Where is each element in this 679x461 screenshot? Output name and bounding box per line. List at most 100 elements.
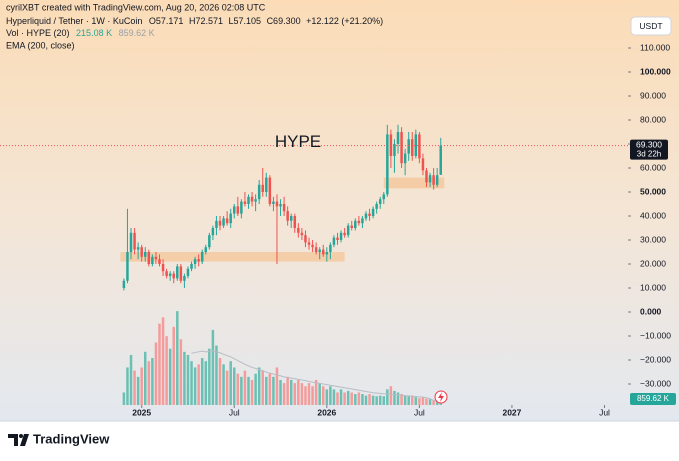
candle-body bbox=[322, 249, 325, 255]
y-tick-label: 50.000 bbox=[640, 186, 666, 196]
volume-bar bbox=[368, 394, 371, 405]
volume-bar bbox=[211, 329, 215, 405]
volume-bar bbox=[403, 395, 407, 405]
volume-bar bbox=[300, 383, 304, 405]
volume-bar bbox=[140, 367, 143, 405]
candle-body bbox=[179, 266, 183, 281]
change: +12.122 (+21.20%) bbox=[306, 16, 383, 26]
candle-body bbox=[183, 276, 186, 281]
candle-body bbox=[357, 220, 361, 224]
volume-bar bbox=[354, 394, 357, 405]
low: L57.105 bbox=[229, 16, 262, 26]
volume-bar bbox=[261, 370, 264, 405]
volume-bar bbox=[200, 358, 204, 405]
candle-body bbox=[161, 264, 165, 272]
y-tick-label: −30.000 bbox=[640, 378, 671, 388]
candle-body bbox=[136, 247, 140, 250]
y-tick-label: 80.000 bbox=[640, 114, 666, 124]
candle-body bbox=[414, 134, 418, 156]
volume-bar bbox=[407, 396, 410, 405]
volume-bar bbox=[222, 364, 225, 405]
volume-bar bbox=[421, 396, 425, 405]
volume-bar bbox=[343, 392, 346, 405]
volume-bar bbox=[350, 392, 353, 405]
volume-bar bbox=[322, 386, 325, 405]
candle-body bbox=[361, 218, 364, 224]
candle-body bbox=[400, 132, 403, 164]
volume-bar bbox=[428, 399, 432, 405]
volume-bar bbox=[275, 367, 279, 405]
candle-body bbox=[250, 196, 254, 202]
volume-ma-value: 215.08 K bbox=[76, 28, 112, 38]
candle-body bbox=[421, 158, 425, 171]
candle-body bbox=[297, 228, 300, 233]
volume-bar bbox=[154, 342, 158, 405]
volume-bar bbox=[250, 379, 254, 405]
volume-bar bbox=[147, 361, 151, 405]
volume-bar bbox=[293, 383, 297, 405]
y-tick-label: 110.000 bbox=[640, 42, 670, 52]
volume-bar bbox=[411, 395, 414, 405]
candle-body bbox=[286, 211, 289, 221]
volume-bar bbox=[297, 379, 300, 405]
volume-bar bbox=[435, 401, 439, 405]
open: O57.171 bbox=[149, 16, 184, 26]
candle-body bbox=[158, 259, 161, 264]
candle-body bbox=[368, 213, 371, 216]
volume-bar bbox=[382, 396, 386, 405]
volume-legend: Vol · HYPE (20) 215.08 K 859.62 K bbox=[6, 28, 155, 38]
candle-body bbox=[172, 273, 175, 279]
candle-body bbox=[325, 252, 329, 255]
candle-body bbox=[208, 235, 211, 248]
volume-bar bbox=[225, 370, 229, 405]
volume-bar bbox=[272, 376, 275, 405]
candle-body bbox=[193, 259, 197, 264]
volume-bar bbox=[122, 392, 126, 405]
volume-bar bbox=[179, 339, 183, 405]
candle-body bbox=[133, 232, 136, 250]
last-price-box bbox=[630, 139, 668, 160]
candle-body bbox=[378, 199, 382, 204]
logo-mark bbox=[8, 434, 29, 446]
volume-bar bbox=[240, 376, 243, 405]
y-tick-label: 90.000 bbox=[640, 90, 666, 100]
candle-body bbox=[218, 220, 222, 226]
volume-bar bbox=[144, 351, 147, 405]
candle-body bbox=[176, 266, 179, 279]
candle-body bbox=[268, 177, 272, 204]
volume-bar bbox=[172, 326, 175, 405]
chart-background bbox=[0, 0, 679, 421]
candle-body bbox=[346, 225, 350, 236]
ema-legend: EMA (200, close) bbox=[6, 40, 75, 50]
volume-bar bbox=[208, 348, 211, 405]
volume-bar bbox=[186, 354, 190, 405]
y-tick-label: 60.000 bbox=[640, 162, 666, 172]
volume-bar bbox=[265, 376, 268, 405]
candle-body bbox=[168, 273, 172, 276]
volume-bar bbox=[161, 317, 165, 405]
volume-bar bbox=[133, 370, 136, 405]
volume-bar bbox=[389, 386, 393, 405]
candle-body bbox=[257, 184, 261, 200]
symbol-legend: Hyperliquid / Tether · 1W · KuCoin O57.1… bbox=[6, 16, 383, 26]
volume-bar bbox=[282, 383, 286, 405]
x-tick-label: 2027 bbox=[502, 407, 521, 417]
volume-bar bbox=[386, 389, 389, 405]
high: H72.571 bbox=[189, 16, 223, 26]
candle-body bbox=[393, 144, 396, 156]
candle-body bbox=[418, 134, 421, 159]
candle-body bbox=[165, 271, 168, 276]
credit: cyrilXBT created with TradingView.com, A… bbox=[6, 2, 266, 12]
volume-bar bbox=[396, 392, 400, 405]
zone bbox=[383, 177, 445, 189]
candle-body bbox=[411, 139, 414, 156]
candle-body bbox=[329, 244, 332, 252]
volume-bar bbox=[311, 386, 314, 405]
volume-bar bbox=[129, 354, 133, 405]
currency-button[interactable] bbox=[630, 16, 672, 36]
candle-body bbox=[332, 237, 336, 245]
volume-bar bbox=[336, 392, 339, 405]
candle-body bbox=[225, 218, 229, 224]
volume-bar bbox=[254, 373, 257, 405]
logo: TradingView bbox=[8, 431, 110, 446]
